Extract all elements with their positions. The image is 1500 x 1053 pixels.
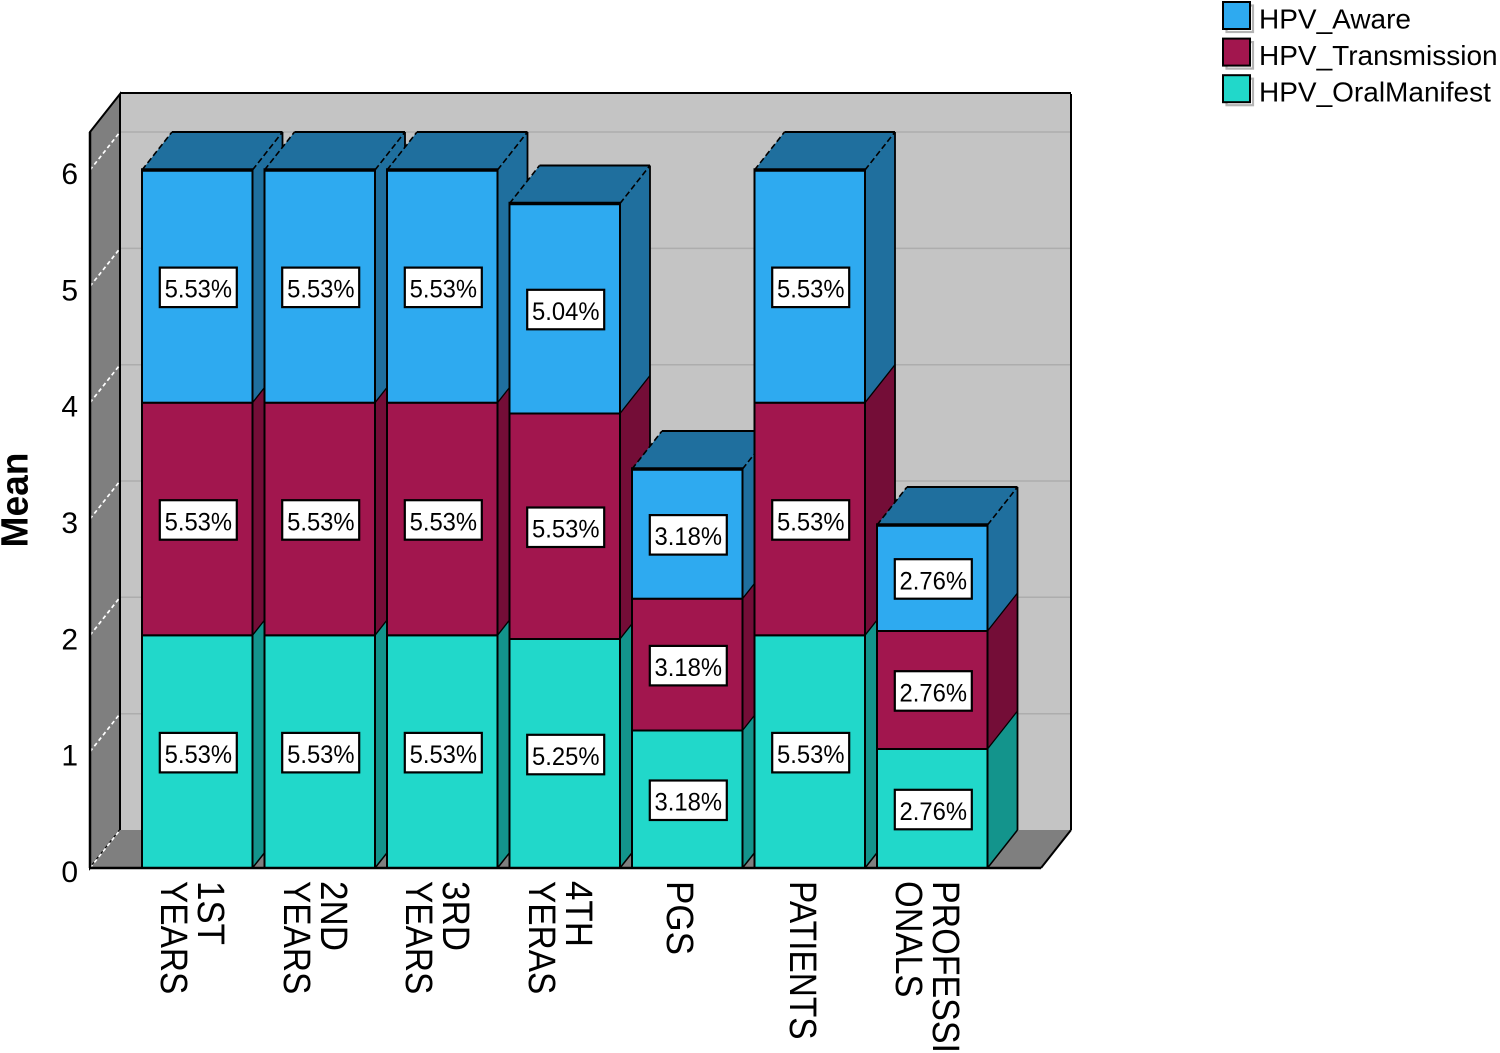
- svg-text:PROFESSIONALS: PROFESSIONALS: [887, 881, 966, 1053]
- svg-text:5.04%: 5.04%: [532, 298, 600, 326]
- svg-text:5.53%: 5.53%: [287, 276, 355, 304]
- svg-text:2.76%: 2.76%: [900, 679, 968, 707]
- svg-text:3.18%: 3.18%: [655, 523, 723, 551]
- svg-text:3RDYEARS: 3RDYEARS: [397, 881, 476, 994]
- svg-text:5.53%: 5.53%: [410, 276, 478, 304]
- svg-text:5.25%: 5.25%: [532, 743, 600, 771]
- svg-text:1STYEARS: 1STYEARS: [152, 881, 231, 994]
- svg-text:1: 1: [61, 740, 78, 773]
- svg-text:5.53%: 5.53%: [287, 741, 355, 769]
- svg-text:5.53%: 5.53%: [165, 276, 233, 304]
- svg-text:3: 3: [61, 507, 78, 540]
- svg-text:0: 0: [61, 856, 78, 889]
- svg-text:5.53%: 5.53%: [410, 508, 478, 536]
- svg-text:4THYERAS: 4THYERAS: [520, 881, 599, 994]
- svg-text:2.76%: 2.76%: [900, 798, 968, 826]
- svg-text:PATIENTS: PATIENTS: [781, 881, 823, 1040]
- svg-text:3.18%: 3.18%: [655, 654, 723, 682]
- svg-text:2.76%: 2.76%: [900, 567, 968, 595]
- svg-text:HPV_OralManifest: HPV_OralManifest: [1259, 77, 1491, 108]
- svg-text:5.53%: 5.53%: [410, 741, 478, 769]
- svg-text:5: 5: [61, 274, 78, 307]
- svg-text:4: 4: [61, 391, 78, 424]
- svg-text:5.53%: 5.53%: [287, 508, 355, 536]
- svg-text:PGS: PGS: [658, 881, 700, 955]
- svg-text:5.53%: 5.53%: [777, 276, 845, 304]
- svg-text:6: 6: [61, 158, 78, 191]
- svg-text:5.53%: 5.53%: [777, 741, 845, 769]
- svg-text:2: 2: [61, 623, 78, 656]
- svg-text:5.53%: 5.53%: [165, 508, 233, 536]
- svg-text:HPV_Transmission: HPV_Transmission: [1259, 40, 1498, 71]
- svg-text:2NDYEARS: 2NDYEARS: [275, 881, 354, 994]
- svg-text:3.18%: 3.18%: [655, 789, 723, 817]
- svg-text:Mean: Mean: [0, 453, 37, 548]
- svg-text:5.53%: 5.53%: [532, 516, 600, 544]
- svg-text:5.53%: 5.53%: [777, 508, 845, 536]
- svg-text:HPV_Aware: HPV_Aware: [1259, 4, 1411, 35]
- svg-text:5.53%: 5.53%: [165, 741, 233, 769]
